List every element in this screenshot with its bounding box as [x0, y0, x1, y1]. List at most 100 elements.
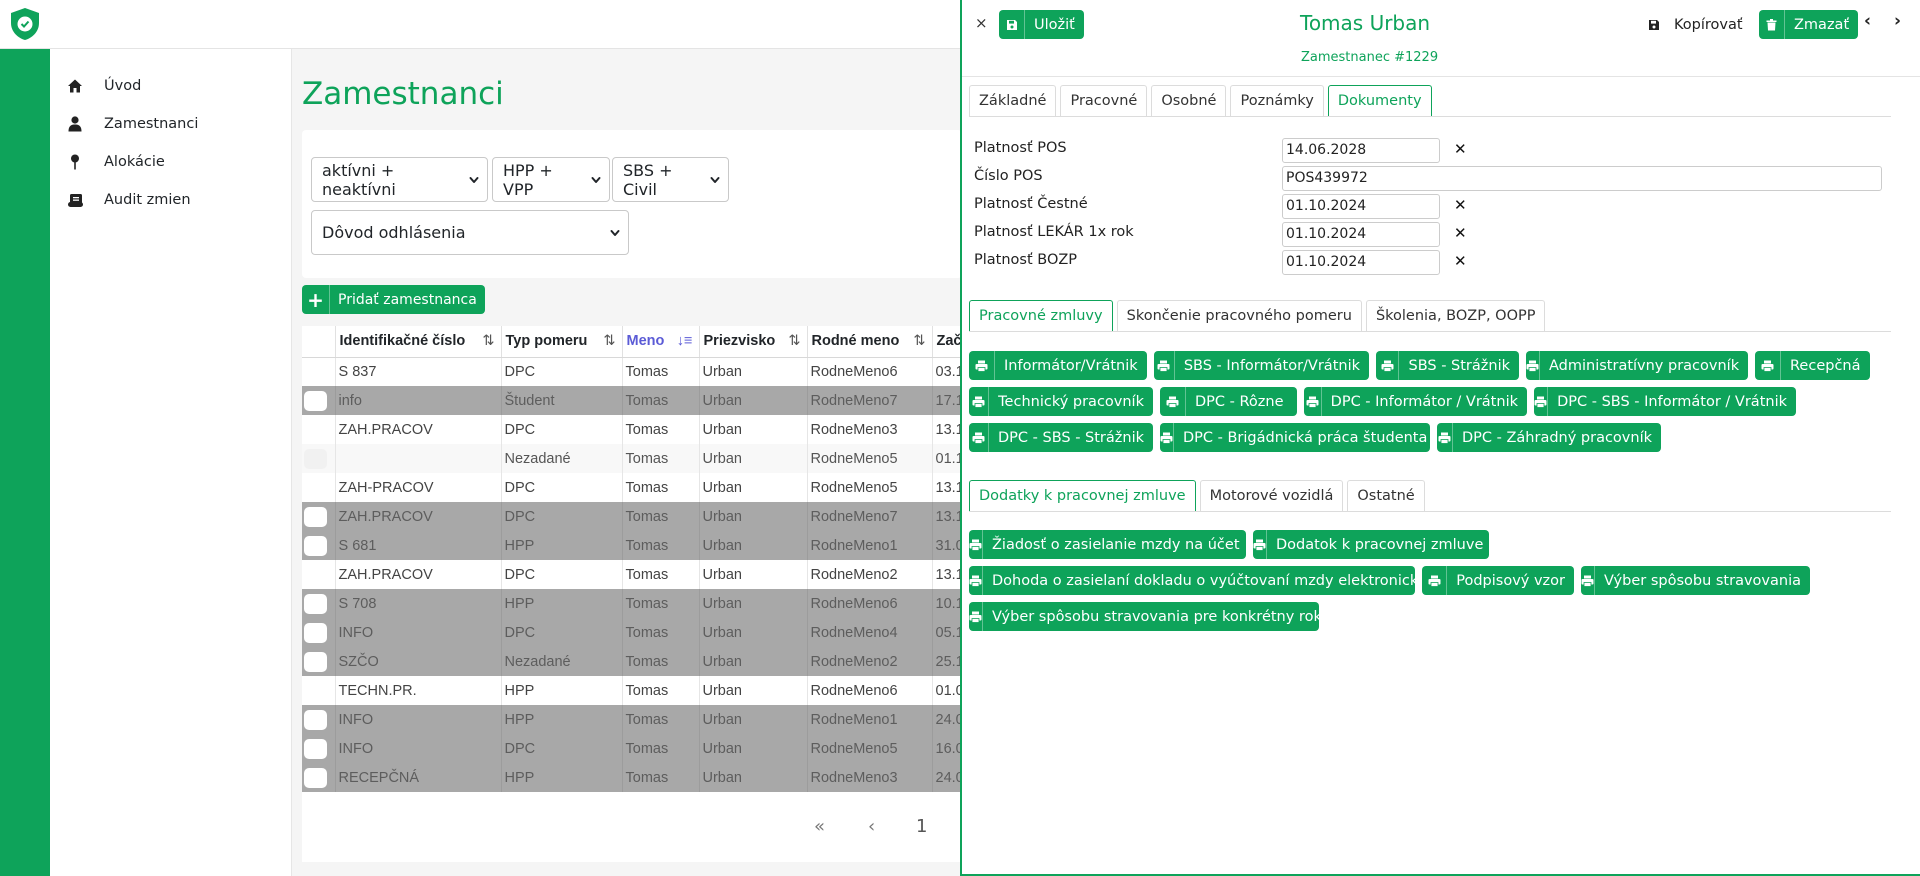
print-document-button[interactable]: Recepčná	[1755, 351, 1870, 380]
print-document-button[interactable]: Informátor/Vrátnik	[969, 351, 1147, 380]
column-header-start[interactable]: Zač	[932, 326, 962, 358]
table-row[interactable]: INFO DPC Tomas Urban RodneMeno5 16.0	[302, 734, 962, 763]
table-cell-priez: Urban	[699, 386, 808, 415]
sort-icon[interactable]: ⇅	[482, 333, 495, 350]
field-input[interactable]: 01.10.2024	[1282, 222, 1440, 247]
column-header-type[interactable]: Typ pomeru ⇅	[501, 326, 623, 358]
field-input[interactable]: 14.06.2028	[1282, 138, 1440, 163]
row-checkbox[interactable]	[304, 535, 327, 556]
column-header-name[interactable]: Meno ↓≡	[622, 326, 700, 358]
tab-dodatky[interactable]: Dodatky k pracovnej zmluve	[969, 480, 1196, 511]
shield-logo-icon[interactable]	[9, 7, 41, 41]
row-checkbox[interactable]	[304, 390, 327, 411]
save-button[interactable]: Uložiť	[999, 10, 1084, 39]
row-checkbox[interactable]	[304, 767, 327, 788]
tab-dokumenty[interactable]: Dokumenty	[1327, 85, 1432, 116]
row-checkbox[interactable]	[304, 738, 327, 759]
tab-pracovne-zmluvy[interactable]: Pracovné zmluvy	[969, 300, 1113, 331]
tab-skolenia[interactable]: Školenia, BOZP, OOPP	[1365, 300, 1546, 331]
next-employee-button[interactable]: ›	[1894, 11, 1902, 31]
print-document-button[interactable]: DPC - Informátor / Vrátnik	[1304, 387, 1527, 416]
print-document-button[interactable]: Výber spôsobu stravovania	[1581, 566, 1810, 595]
sidebar-item-alokacie[interactable]: Alokácie	[50, 143, 291, 181]
sort-icon[interactable]: ⇅	[603, 333, 616, 350]
column-header-birthname[interactable]: Rodné meno ⇅	[807, 326, 933, 358]
sort-icon[interactable]: ⇅	[913, 333, 926, 350]
button-label: DPC - Záhradný pracovník	[1461, 429, 1652, 446]
table-row[interactable]: TECHN.PR. HPP Tomas Urban RodneMeno6 01.0	[302, 676, 962, 705]
first-page-button[interactable]: «	[814, 816, 826, 837]
close-panel-button[interactable]: ×	[975, 14, 988, 32]
sidebar-item-zamestnanci[interactable]: Zamestnanci	[50, 105, 291, 143]
clear-date-icon[interactable]: ✕	[1454, 252, 1467, 270]
status-filter-select[interactable]: aktívni + neaktívni	[311, 157, 488, 202]
print-document-button[interactable]: SBS - Informátor/Vrátnik	[1154, 351, 1369, 380]
row-checkbox-cell	[302, 618, 336, 647]
field-input[interactable]: 01.10.2024	[1282, 250, 1440, 275]
tab-osobne[interactable]: Osobné	[1151, 85, 1227, 116]
table-cell-zac: 13.10	[932, 473, 962, 502]
print-document-button[interactable]: SBS - Strážnik	[1376, 351, 1519, 380]
print-document-button[interactable]: DPC - Rôzne	[1160, 387, 1297, 416]
table-row[interactable]: S 837 DPC Tomas Urban RodneMeno6 03.1	[302, 357, 962, 386]
tab-skoncenie-pomeru[interactable]: Skončenie pracovného pomeru	[1116, 300, 1362, 331]
clear-date-icon[interactable]: ✕	[1454, 224, 1467, 242]
type-filter-select[interactable]: HPP + VPP	[492, 157, 610, 202]
column-header-surname[interactable]: Priezvisko ⇅	[699, 326, 808, 358]
print-document-button[interactable]: Podpisový vzor	[1422, 566, 1574, 595]
print-document-button[interactable]: Dodatok k pracovnej zmluve	[1253, 530, 1489, 559]
print-document-button[interactable]: Žiadosť o zasielanie mzdy na účet	[969, 530, 1246, 559]
table-row[interactable]: RECEPČNÁ HPP Tomas Urban RodneMeno3 24.0	[302, 763, 962, 792]
reason-filter-select[interactable]: Dôvod odhlásenia	[311, 210, 629, 255]
previous-employee-button[interactable]: ‹	[1864, 11, 1872, 31]
clear-date-icon[interactable]: ✕	[1454, 140, 1467, 158]
copy-button[interactable]: Kopírovať	[1648, 11, 1743, 38]
table-row[interactable]: INFO DPC Tomas Urban RodneMeno4 05.1	[302, 618, 962, 647]
sidebar-item-label: Zamestnanci	[104, 116, 199, 132]
page-1-button[interactable]: 1	[916, 816, 928, 837]
print-document-button[interactable]: DPC - SBS - Strážnik	[969, 423, 1153, 452]
print-document-button[interactable]: DPC - Brigádnická práca študenta	[1160, 423, 1430, 452]
delete-button[interactable]: Zmazať	[1759, 10, 1859, 39]
table-row[interactable]: S 681 HPP Tomas Urban RodneMeno1 31.0	[302, 531, 962, 560]
tab-zakladne[interactable]: Základné	[969, 85, 1057, 116]
sort-desc-icon[interactable]: ↓≡	[676, 333, 693, 350]
print-document-button[interactable]: DPC - SBS - Informátor / Vrátnik	[1534, 387, 1796, 416]
field-input[interactable]: 01.10.2024	[1282, 194, 1440, 219]
prev-page-button[interactable]: ‹	[868, 816, 876, 837]
column-header-id[interactable]: Identifikačné číslo ⇅	[335, 326, 502, 358]
field-input[interactable]: POS439972	[1282, 166, 1882, 191]
print-document-button[interactable]: DPC - Záhradný pracovník	[1437, 423, 1661, 452]
print-document-button[interactable]: Technický pracovník	[969, 387, 1153, 416]
print-document-button[interactable]: Administratívny pracovník	[1526, 351, 1748, 380]
clear-date-icon[interactable]: ✕	[1454, 196, 1467, 214]
tab-motorove-vozidla[interactable]: Motorové vozidlá	[1199, 480, 1344, 511]
add-employee-button[interactable]: + Pridať zamestnanca	[302, 285, 485, 314]
tab-ostatne[interactable]: Ostatné	[1347, 480, 1425, 511]
save-icon	[999, 10, 1025, 39]
row-checkbox[interactable]	[304, 506, 327, 527]
row-checkbox[interactable]	[304, 593, 327, 614]
row-checkbox[interactable]	[304, 622, 327, 643]
sort-icon[interactable]: ⇅	[788, 333, 801, 350]
print-document-button[interactable]: Výber spôsobu stravovania pre konkrétny …	[969, 602, 1322, 631]
table-row[interactable]: INFO HPP Tomas Urban RodneMeno1 24.0	[302, 705, 962, 734]
company-filter-select[interactable]: SBS + Civil	[612, 157, 729, 202]
sidebar-item-uvod[interactable]: Úvod	[50, 67, 291, 105]
tab-poznamky[interactable]: Poznámky	[1230, 85, 1324, 116]
row-checkbox[interactable]	[304, 448, 327, 469]
sidebar-item-audit[interactable]: Audit zmien	[50, 181, 291, 219]
row-checkbox[interactable]	[304, 709, 327, 730]
row-checkbox[interactable]	[304, 651, 327, 672]
print-document-button[interactable]: Dohoda o zasielaní dokladu o vyúčtovaní …	[969, 566, 1426, 595]
tab-pracovne[interactable]: Pracovné	[1060, 85, 1148, 116]
select-all-header[interactable]	[302, 326, 336, 358]
table-row[interactable]: SZČO Nezadané Tomas Urban RodneMeno2 25.1	[302, 647, 962, 676]
